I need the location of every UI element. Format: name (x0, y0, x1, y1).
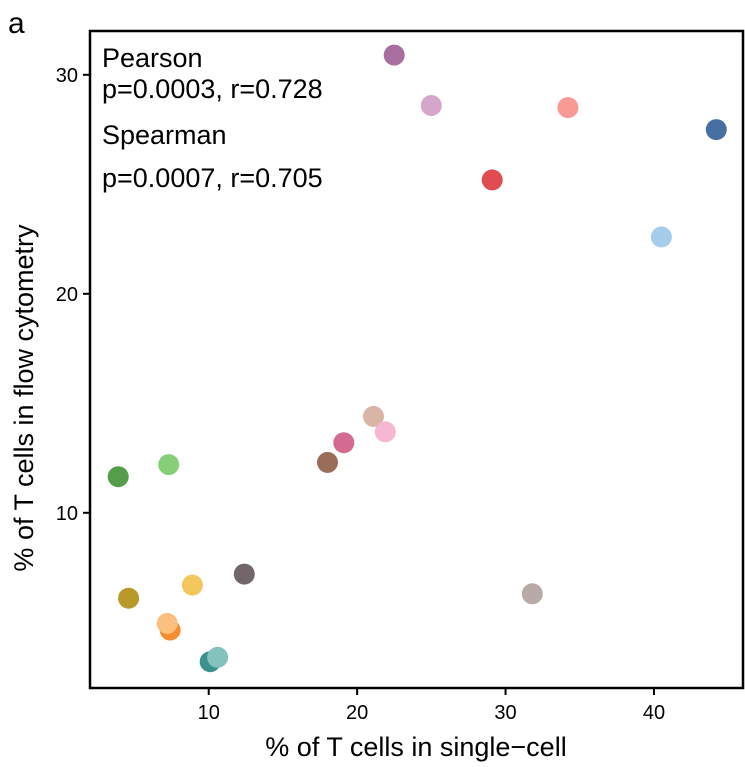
y-tick-label: 10 (56, 503, 78, 525)
data-point-2 (420, 95, 442, 116)
data-point-9 (333, 432, 355, 454)
x-axis-ticks: 10 20 30 40 (198, 688, 665, 724)
y-axis-ticks: 10 20 30 (56, 65, 90, 525)
pearson-title: Pearson (102, 43, 203, 73)
data-point-20 (207, 646, 229, 668)
data-point-4 (705, 119, 727, 141)
data-point-15 (521, 583, 543, 605)
data-point-1 (383, 44, 405, 66)
x-axis-title: % of T cells in single−cell (265, 732, 566, 762)
y-axis-title: % of T cells in flow cytometry (9, 224, 39, 572)
x-tick-label: 30 (494, 702, 516, 724)
data-point-10 (317, 451, 338, 473)
y-tick-label: 20 (56, 284, 78, 306)
data-point-13 (233, 563, 255, 585)
data-points (107, 44, 727, 673)
data-point-16 (118, 587, 140, 609)
pearson-stats: p=0.0003, r=0.728 (102, 74, 323, 104)
spearman-stats: p=0.0007, r=0.705 (102, 163, 323, 193)
data-point-11 (158, 454, 180, 476)
plot-frame (88, 29, 745, 690)
x-tick-label: 10 (198, 702, 220, 724)
data-point-5 (481, 169, 503, 191)
data-point-18 (156, 612, 178, 634)
data-point-6 (650, 226, 672, 248)
y-tick-label: 30 (56, 65, 78, 87)
x-tick-label: 40 (643, 702, 665, 724)
data-point-12 (107, 466, 129, 488)
data-point-3 (557, 97, 579, 119)
data-point-8 (374, 421, 396, 443)
spearman-title: Spearman (102, 120, 227, 150)
panel-label: a (8, 7, 25, 40)
x-tick-label: 20 (346, 702, 368, 724)
data-point-7 (363, 405, 384, 427)
data-point-14 (181, 574, 203, 596)
